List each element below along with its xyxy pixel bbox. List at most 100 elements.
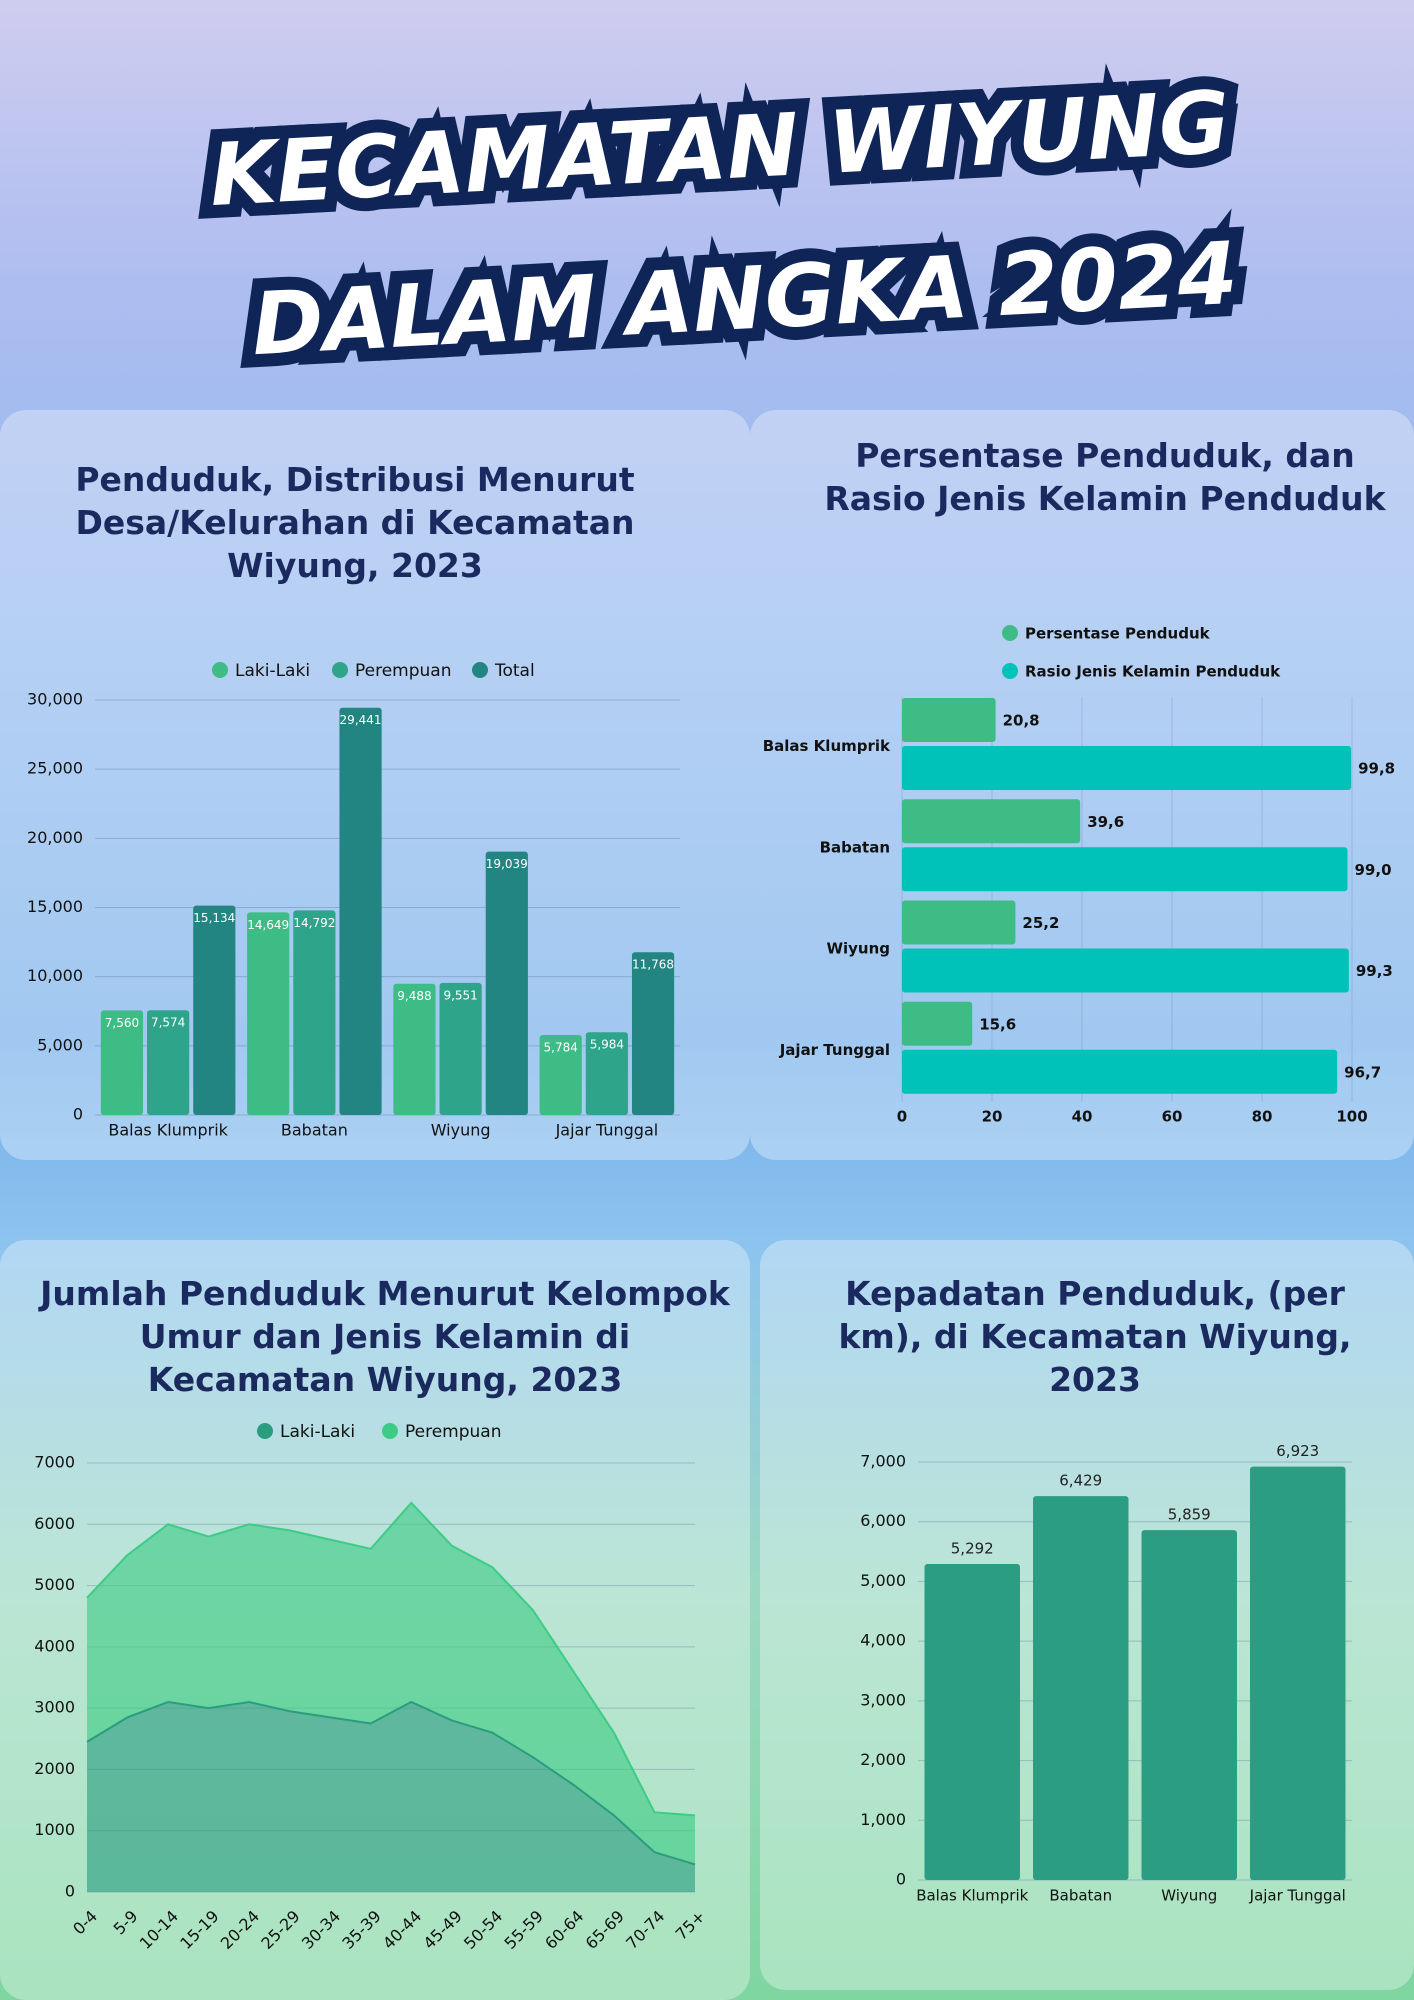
bar — [585, 1032, 628, 1115]
x-tick-label: Babatan — [1049, 1887, 1112, 1905]
bar — [147, 1010, 190, 1115]
y-tick-label: 3,000 — [860, 1690, 906, 1709]
bar — [485, 851, 528, 1115]
y-tick-label: 5,000 — [860, 1571, 906, 1590]
bar — [193, 905, 236, 1115]
y-tick-label: 6000 — [34, 1514, 75, 1533]
value-label: 14,792 — [293, 916, 335, 930]
value-label: 11,768 — [632, 958, 674, 972]
value-label: 29,441 — [340, 713, 382, 727]
value-label: 15,6 — [979, 1015, 1016, 1033]
bar — [902, 900, 1016, 945]
legend-label: Total — [494, 661, 535, 681]
x-tick-label: 40 — [1072, 1108, 1093, 1126]
bar — [293, 910, 336, 1115]
value-label: 9,551 — [443, 988, 477, 1002]
value-label: 5,292 — [951, 1539, 994, 1557]
area — [87, 1702, 695, 1892]
y-tick-label: Jajar Tunggal — [779, 1041, 890, 1059]
value-label: 99,3 — [1356, 962, 1393, 980]
area — [87, 1502, 695, 1865]
value-label: 5,784 — [544, 1040, 578, 1054]
y-tick-label: 6,000 — [860, 1511, 906, 1530]
bar — [247, 912, 290, 1115]
legend-label: Perempuan — [405, 1422, 502, 1442]
value-label: 99,0 — [1355, 861, 1392, 879]
y-tick-label: 20,000 — [27, 828, 83, 847]
y-tick-label: 4,000 — [860, 1631, 906, 1650]
y-tick-label: 25,000 — [27, 759, 83, 778]
y-tick-label: 3000 — [34, 1698, 75, 1717]
y-tick-label: 5000 — [34, 1575, 75, 1594]
bar — [902, 1001, 973, 1046]
x-tick-label: 75+ — [672, 1907, 709, 1944]
bar — [439, 982, 482, 1115]
value-label: 9,488 — [397, 989, 431, 1003]
y-tick-label: Babatan — [820, 838, 890, 856]
bar — [924, 1563, 1020, 1880]
value-label: 7,574 — [151, 1016, 185, 1030]
x-tick-label: 30-34 — [298, 1907, 344, 1953]
y-tick-label: 2,000 — [860, 1750, 906, 1769]
value-label: 5,984 — [590, 1038, 624, 1052]
legend-label: Laki-Laki — [235, 661, 310, 681]
chart-title: Kepadatan Penduduk, (per km), di Kecamat… — [838, 1274, 1352, 1399]
y-tick-label: 7,000 — [860, 1452, 906, 1471]
y-tick-label: Wiyung — [826, 940, 890, 958]
chart-title: Jumlah Penduduk Menurut Kelompok Umur da… — [40, 1274, 730, 1399]
value-label: 96,7 — [1344, 1063, 1381, 1081]
bar — [339, 707, 382, 1115]
page-title: KECAMATAN WIYUNG — [207, 73, 1232, 226]
bar — [631, 952, 675, 1115]
x-tick-label: 70-74 — [622, 1907, 668, 1953]
x-tick-label: 5-9 — [110, 1907, 142, 1939]
value-label: 14,649 — [247, 918, 289, 932]
legend-swatch — [472, 662, 488, 678]
bar — [902, 746, 1352, 790]
x-tick-label: Wiyung — [431, 1121, 491, 1140]
bar — [1250, 1466, 1346, 1880]
page-title: DALAM ANGKA 2024 — [250, 224, 1240, 376]
chart-title: Persentase Penduduk, dan Rasio Jenis Kel… — [824, 436, 1386, 518]
value-label: 39,6 — [1087, 813, 1124, 831]
value-label: 7,560 — [105, 1016, 139, 1030]
x-tick-label: Wiyung — [1161, 1887, 1217, 1905]
bar — [902, 948, 1349, 993]
bar — [902, 1049, 1338, 1094]
legend-label: Rasio Jenis Kelamin Penduduk — [1025, 663, 1281, 681]
value-label: 20,8 — [1003, 712, 1040, 730]
legend-label: Laki-Laki — [280, 1422, 355, 1442]
x-tick-label: 0-4 — [69, 1907, 101, 1939]
x-tick-label: 40-44 — [379, 1907, 425, 1953]
x-tick-label: 25-29 — [257, 1907, 303, 1953]
x-tick-label: Jajar Tunggal — [1249, 1887, 1346, 1905]
bar — [539, 1034, 582, 1115]
legend-swatch — [212, 662, 228, 678]
y-tick-label: 0 — [896, 1870, 906, 1889]
x-tick-label: Balas Klumprik — [916, 1887, 1028, 1905]
value-label: 99,8 — [1358, 760, 1395, 778]
x-tick-label: Balas Klumprik — [108, 1121, 228, 1140]
y-tick-label: 30,000 — [27, 690, 83, 709]
x-tick-label: 10-14 — [136, 1907, 182, 1953]
y-tick-label: Balas Klumprik — [763, 737, 891, 755]
bar — [1141, 1530, 1237, 1880]
bar — [902, 698, 996, 742]
x-tick-label: 60-64 — [541, 1907, 587, 1953]
legend-swatch — [1002, 663, 1018, 679]
legend-swatch — [1002, 625, 1018, 641]
value-label: 25,2 — [1022, 914, 1059, 932]
y-tick-label: 10,000 — [27, 966, 83, 985]
x-tick-label: 55-59 — [501, 1907, 547, 1953]
x-tick-label: 0 — [897, 1108, 907, 1126]
line — [86, 1501, 696, 1817]
x-tick-label: Jajar Tunggal — [555, 1121, 659, 1140]
y-tick-label: 4000 — [34, 1636, 75, 1655]
bar — [902, 799, 1081, 844]
x-tick-label: Babatan — [281, 1121, 348, 1140]
y-tick-label: 15,000 — [27, 897, 83, 916]
y-tick-label: 5,000 — [37, 1035, 83, 1054]
x-tick-label: 50-54 — [460, 1907, 506, 1953]
